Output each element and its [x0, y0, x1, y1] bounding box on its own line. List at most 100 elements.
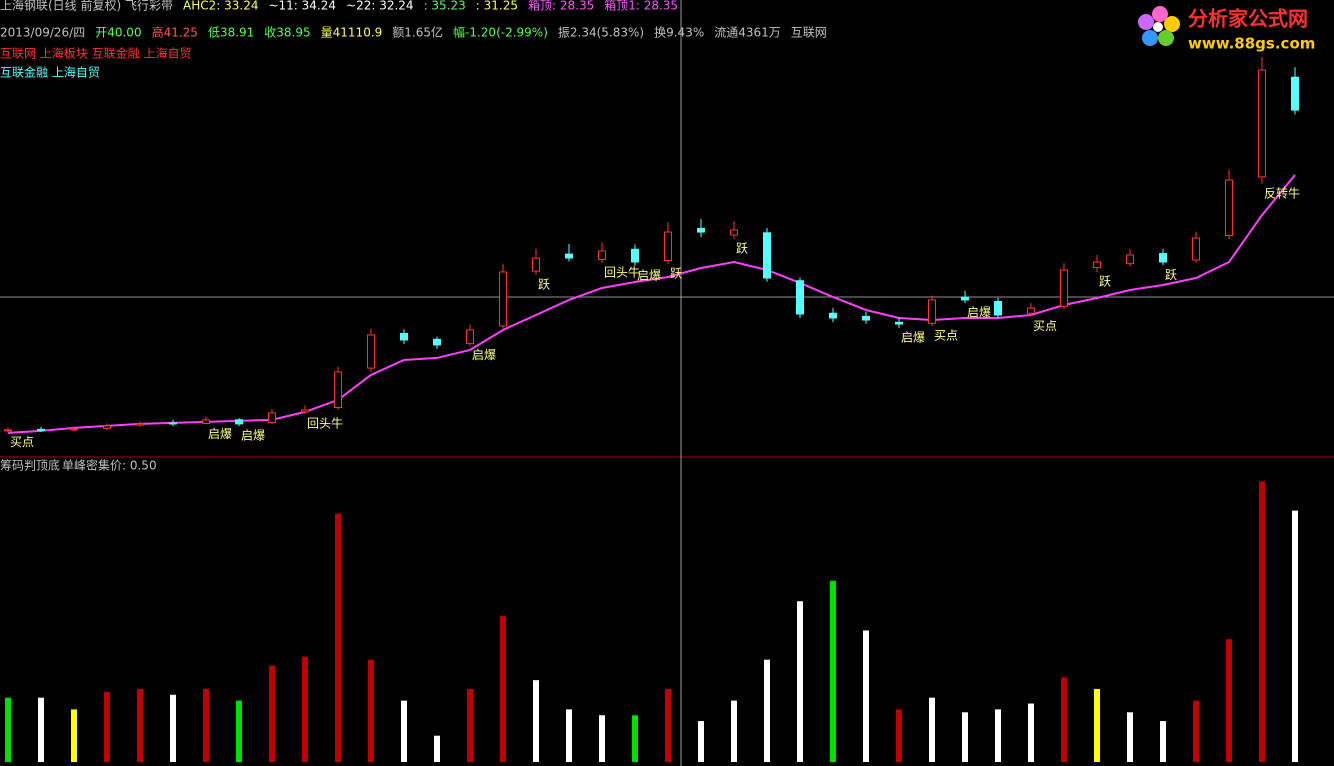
bar — [1061, 677, 1067, 762]
bar — [797, 601, 803, 762]
header-item: : 31.25 — [476, 0, 518, 13]
bar — [698, 721, 704, 762]
bar — [566, 709, 572, 762]
candle-body — [1291, 76, 1299, 111]
candle-body — [829, 312, 837, 319]
bar — [962, 712, 968, 762]
bar — [1259, 481, 1265, 762]
candle-body — [103, 425, 111, 429]
logo-petal — [1138, 14, 1154, 30]
bar — [929, 697, 935, 762]
signal-label: 回头牛 — [307, 415, 343, 430]
candle-body — [301, 409, 309, 413]
header-item: 流通4361万 — [714, 26, 781, 40]
candle-body — [466, 329, 474, 345]
bar — [1028, 703, 1034, 762]
signal-label: 跃 — [736, 242, 748, 256]
bar — [170, 694, 176, 762]
signal-label: 跃 — [1165, 268, 1177, 282]
bar — [995, 709, 1001, 762]
candle-body — [367, 334, 375, 369]
bar — [38, 697, 44, 762]
header-item: 互联网 — [791, 26, 827, 40]
bar — [434, 735, 440, 762]
logo-petal — [1164, 16, 1180, 32]
bar — [863, 630, 869, 762]
candle-body — [4, 429, 12, 432]
signal-label: 买点 — [1033, 319, 1057, 333]
candle-body — [1126, 254, 1134, 265]
candle-body — [1027, 307, 1035, 314]
header-item: 箱顶: 28.35 — [528, 0, 594, 13]
candle-body — [433, 338, 441, 346]
header-item: 箱顶1: 28.35 — [604, 0, 678, 13]
candle-body — [664, 231, 672, 261]
header-item: AHC2: 33.24 — [183, 0, 258, 13]
header-item: 振2.34(5.83%) — [558, 26, 644, 40]
header-item: 开40.00 — [95, 26, 141, 40]
candle-body — [268, 412, 276, 423]
candle-body — [1093, 261, 1101, 268]
candle-body — [1258, 69, 1266, 178]
logo-petal — [1158, 30, 1174, 46]
signal-label: 启爆 — [472, 348, 496, 362]
logo-petal — [1142, 30, 1158, 46]
bar — [368, 659, 374, 762]
bar — [533, 680, 539, 762]
candle-body — [895, 321, 903, 325]
candle-body — [763, 232, 771, 279]
bar — [599, 715, 605, 762]
candle-body — [1192, 237, 1200, 261]
candle-body — [136, 423, 144, 426]
header-item: 额1.65亿 — [392, 25, 443, 40]
bar — [665, 688, 671, 762]
ma-line — [7, 174, 1296, 434]
panel-subtitle: 单峰密集价: 0.50 — [62, 458, 157, 473]
candle-body — [202, 419, 210, 425]
header-item: ~22: 32.24 — [346, 0, 414, 13]
candle-body — [631, 248, 639, 263]
header-item: 收38.95 — [264, 26, 310, 40]
signal-label: 启爆 — [967, 306, 991, 320]
bar — [302, 656, 308, 762]
header-item: 高41.25 — [152, 25, 198, 40]
signal-label: 跃 — [670, 267, 682, 281]
bar — [71, 709, 77, 762]
candle-body — [928, 299, 936, 324]
signal-label: 买点 — [934, 329, 958, 343]
candle-body — [334, 371, 342, 409]
candle-body — [697, 228, 705, 233]
sector-line: 互联网 上海板块 互联金融 上海自贸 — [0, 46, 191, 61]
bar — [830, 580, 836, 762]
header-item: 2013/09/26/四 — [0, 26, 85, 40]
candle-body — [730, 229, 738, 236]
header-item: 幅-1.20(-2.99%) — [453, 25, 548, 40]
header-item: 上海钢联(日线 前复权) 飞行彩带 — [0, 0, 173, 13]
bar — [1094, 688, 1100, 762]
concept-line: 互联金融 上海自贸 — [0, 65, 100, 80]
bar — [1193, 700, 1199, 762]
bar — [5, 697, 11, 762]
bar — [104, 691, 110, 762]
signal-label: 回头牛 — [604, 265, 640, 280]
bar — [335, 513, 341, 762]
bar — [269, 665, 275, 762]
header-item: 量41110.9 — [321, 26, 383, 40]
signal-label: 启爆 — [637, 268, 661, 282]
candle-body — [400, 332, 408, 341]
header-item: : 35.23 — [424, 0, 466, 13]
logo-name: 分析家公式网 — [1188, 7, 1308, 31]
header-item: 换9.43% — [654, 26, 704, 40]
signal-label: 反转牛 — [1264, 185, 1300, 200]
bar — [632, 715, 638, 762]
candle-body — [565, 253, 573, 259]
bar — [401, 700, 407, 762]
candle-body — [1225, 179, 1233, 236]
signal-label: 启爆 — [241, 429, 265, 443]
bar — [731, 700, 737, 762]
candle-body — [862, 315, 870, 321]
bar — [203, 688, 209, 762]
candle-body — [37, 428, 45, 431]
